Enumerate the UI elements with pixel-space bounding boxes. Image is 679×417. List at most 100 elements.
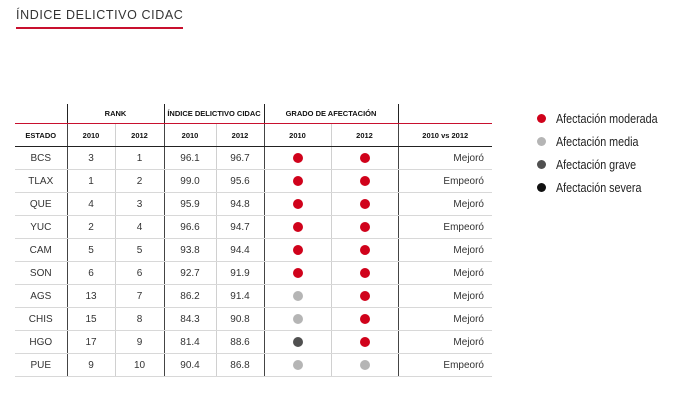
state-cell: CHIS [15, 307, 67, 331]
state-cell: TLAX [15, 169, 67, 193]
rank-2010-cell: 17 [66, 330, 115, 354]
grade-moderada-dot-icon [359, 221, 370, 232]
grade-moderada-dot-icon [359, 336, 370, 347]
state-cell: QUE [15, 192, 67, 216]
rank-2012-cell: 2 [114, 169, 164, 193]
grade-moderada-dot-icon [359, 267, 370, 278]
index-2010-cell: 93.8 [163, 238, 216, 262]
change-cell: Mejoró [397, 307, 492, 331]
grade-2012-cell [330, 215, 398, 239]
index-2012-cell: 94.7 [215, 215, 264, 239]
grade-2010-cell [263, 192, 331, 216]
grave-dot-icon [537, 160, 546, 169]
rank-2010-cell: 2 [66, 215, 115, 239]
legend-item-severa: Afectación severa [537, 176, 674, 199]
state-cell: AGS [15, 284, 67, 308]
column-header-index-2010: 2010 [163, 123, 216, 147]
page-title: ÍNDICE DELICTIVO CIDAC [16, 8, 184, 22]
rank-2010-cell: 13 [66, 284, 115, 308]
column-header-rank-2010: 2010 [66, 123, 115, 147]
table-row: BCS 3 1 96.1 96.7 Mejoró [15, 146, 492, 170]
state-cell: PUE [15, 353, 67, 377]
moderada-dot-icon [537, 114, 546, 123]
table-body: BCS 3 1 96.1 96.7 Mejoró TLAX 1 2 99.0 95.6 Empeoró… [15, 146, 492, 377]
grade-2010-cell [263, 169, 331, 193]
table-row: QUE 4 3 95.9 94.8 Mejoró [15, 192, 492, 216]
grade-moderada-dot-icon [359, 290, 370, 301]
grade-2010-cell [263, 261, 331, 285]
table-row: TLAX 1 2 99.0 95.6 Empeoró [15, 169, 492, 193]
rank-2010-cell: 6 [66, 261, 115, 285]
grade-2012-cell [330, 284, 398, 308]
severa-dot-icon [537, 183, 546, 192]
grade-moderada-dot-icon [359, 152, 370, 163]
rank-2012-cell: 3 [114, 192, 164, 216]
grade-2012-cell [330, 192, 398, 216]
rank-2012-cell: 1 [114, 146, 164, 170]
rank-2010-cell: 1 [66, 169, 115, 193]
grade-2012-cell [330, 169, 398, 193]
rank-2010-cell: 9 [66, 353, 115, 377]
state-cell: CAM [15, 238, 67, 262]
grade-2010-cell [263, 330, 331, 354]
legend-label: Afectación media [556, 134, 639, 149]
index-2010-cell: 84.3 [163, 307, 216, 331]
rank-2012-cell: 9 [114, 330, 164, 354]
rank-2012-cell: 7 [114, 284, 164, 308]
column-header-rank-2012: 2012 [114, 123, 164, 147]
grade-moderada-dot-icon [359, 244, 370, 255]
column-header-state: ESTADO [15, 123, 67, 147]
legend: Afectación moderada Afectación media Afect… [537, 107, 674, 199]
grade-2010-cell [263, 215, 331, 239]
grade-2010-cell [263, 238, 331, 262]
rank-2012-cell: 4 [114, 215, 164, 239]
grade-media-dot-icon [292, 359, 303, 370]
index-2012-cell: 88.6 [215, 330, 264, 354]
state-cell: SON [15, 261, 67, 285]
legend-label: Afectación grave [556, 157, 637, 172]
change-cell: Mejoró [397, 284, 492, 308]
table-row: CHIS 15 8 84.3 90.8 Mejoró [15, 307, 492, 331]
rank-2010-cell: 5 [66, 238, 115, 262]
grade-media-dot-icon [359, 359, 370, 370]
grade-moderada-dot-icon [359, 198, 370, 209]
legend-label: Afectación severa [556, 180, 642, 195]
grade-moderada-dot-icon [359, 313, 370, 324]
index-2010-cell: 92.7 [163, 261, 216, 285]
grade-2010-cell [263, 307, 331, 331]
column-header-grade-2012: 2012 [330, 123, 398, 147]
index-2010-cell: 95.9 [163, 192, 216, 216]
media-dot-icon [537, 137, 546, 146]
group-header-grade: GRADO DE AFECTACIÓN [263, 104, 398, 124]
table-row: SON 6 6 92.7 91.9 Mejoró [15, 261, 492, 285]
grade-moderada-dot-icon [292, 175, 303, 186]
header-spacer-right [397, 104, 492, 124]
index-2012-cell: 94.8 [215, 192, 264, 216]
index-2012-cell: 90.8 [215, 307, 264, 331]
index-2010-cell: 96.1 [163, 146, 216, 170]
grade-media-dot-icon [292, 290, 303, 301]
legend-item-media: Afectación media [537, 130, 674, 153]
index-2012-cell: 94.4 [215, 238, 264, 262]
grade-2012-cell [330, 146, 398, 170]
grade-2012-cell [330, 330, 398, 354]
change-cell: Mejoró [397, 330, 492, 354]
crime-index-table: RANK ÍNDICE DELICTIVO CIDAC GRADO DE AFE… [15, 104, 492, 377]
table-row: CAM 5 5 93.8 94.4 Mejoró [15, 238, 492, 262]
group-header-index: ÍNDICE DELICTIVO CIDAC [163, 104, 264, 124]
grade-moderada-dot-icon [359, 175, 370, 186]
index-2010-cell: 96.6 [163, 215, 216, 239]
rank-2010-cell: 4 [66, 192, 115, 216]
index-2012-cell: 86.8 [215, 353, 264, 377]
table-row: PUE 9 10 90.4 86.8 Empeoró [15, 353, 492, 377]
grade-2012-cell [330, 238, 398, 262]
grade-media-dot-icon [292, 313, 303, 324]
index-2012-cell: 95.6 [215, 169, 264, 193]
legend-item-moderada: Afectación moderada [537, 107, 674, 130]
grade-grave-dot-icon [292, 336, 303, 347]
rank-2012-cell: 5 [114, 238, 164, 262]
grade-2012-cell [330, 353, 398, 377]
grade-2010-cell [263, 353, 331, 377]
grade-2010-cell [263, 284, 331, 308]
grade-2012-cell [330, 307, 398, 331]
